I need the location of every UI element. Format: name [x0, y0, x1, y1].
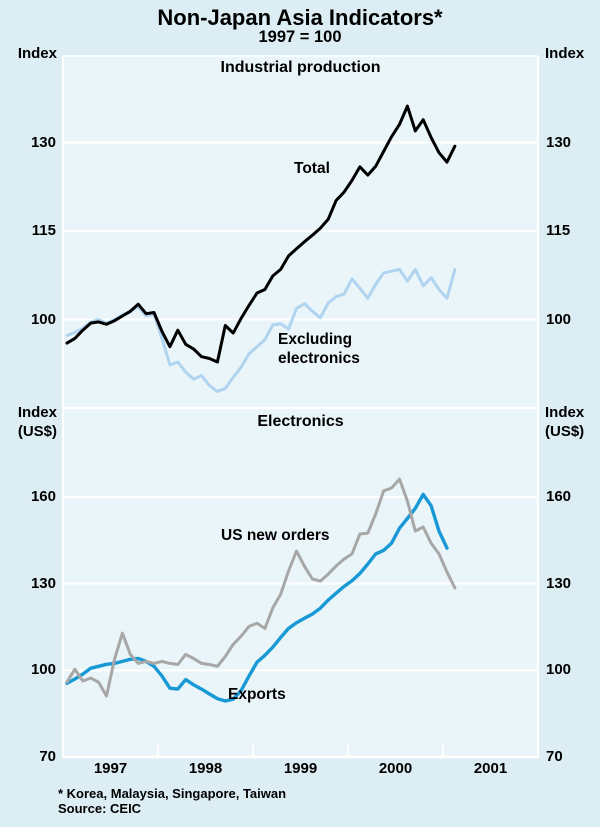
x-tick-label-2001: 2001 — [473, 760, 508, 777]
y-tick-left-100: 100 — [30, 661, 56, 679]
footnote-countries: * Korea, Malaysia, Singapore, Taiwan — [58, 786, 287, 801]
y-tick-left-115: 115 — [31, 222, 56, 240]
footnote-source: Source: CEIC — [58, 801, 142, 816]
y-tick-left-130: 130 — [30, 133, 56, 151]
y-tick-right-115: 115 — [546, 222, 571, 240]
series-label-us-new-orders: US new orders — [221, 527, 330, 544]
y-tick-left-130: 130 — [30, 574, 56, 592]
y-axis-unit-top-right: Index — [545, 45, 585, 62]
unit-line-1: Index — [17, 404, 57, 421]
line-total — [65, 104, 457, 364]
y-tick-left-100: 100 — [30, 310, 56, 328]
y-tick-right-100: 100 — [546, 661, 572, 679]
series-label-excluding-electronics: Excluding electronics — [278, 331, 360, 367]
y-axis-unit-bottom-left: Index (US$) — [0, 403, 57, 441]
y-tick-right-70: 70 — [546, 748, 563, 765]
y-tick-right-160: 160 — [546, 487, 572, 505]
y-tick-left-160: 160 — [30, 487, 56, 505]
panel-title-electronics: Electronics — [257, 413, 344, 430]
y-tick-right-100: 100 — [546, 310, 572, 328]
line-exports — [65, 492, 449, 703]
y-tick-left-70: 70 — [39, 748, 56, 765]
x-tick-label-1999: 1999 — [283, 760, 318, 777]
line-us-new-orders — [65, 477, 457, 698]
y-tick-right-130: 130 — [546, 574, 572, 592]
y-axis-unit-top-left: Index — [17, 45, 57, 62]
unit-line-2: (US$) — [17, 423, 57, 440]
series-label-total: Total — [294, 160, 330, 177]
plot-background — [63, 408, 538, 757]
y-tick-right-130: 130 — [546, 133, 572, 151]
y-axis-unit-bottom-right: Index (US$) — [545, 403, 600, 441]
panel-title-industrial-production: Industrial production — [220, 59, 381, 76]
page-subtitle: 1997 = 100 — [258, 28, 342, 46]
x-tick-label-1998: 1998 — [188, 760, 223, 777]
series-label-exports: Exports — [228, 686, 286, 703]
unit-line-2: (US$) — [545, 423, 585, 440]
unit-line-1: Index — [545, 404, 585, 421]
x-tick-label-2000: 2000 — [378, 760, 413, 777]
x-tick-label-1997: 1997 — [93, 760, 128, 777]
page-title: Non-Japan Asia Indicators* — [157, 5, 443, 30]
